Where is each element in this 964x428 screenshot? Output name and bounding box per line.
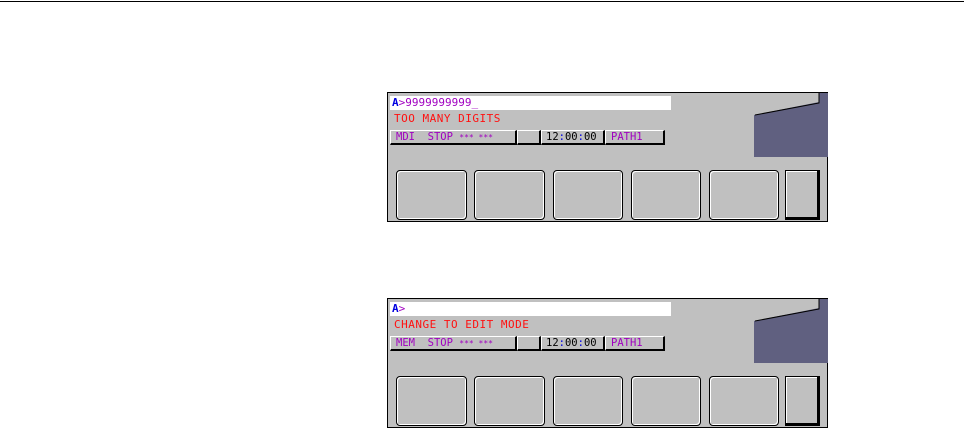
key-input-buffer[interactable]: A>9999999999_ [390, 96, 671, 110]
status-mode: MEM STOP *** *** [390, 336, 517, 351]
mode: MEM [396, 337, 415, 349]
status-blank [517, 336, 541, 351]
soft-key-5[interactable] [709, 170, 779, 220]
soft-key-4[interactable] [631, 170, 701, 220]
prompt: A [392, 96, 399, 109]
soft-key-3[interactable] [553, 170, 623, 220]
soft-key-1[interactable] [396, 376, 467, 426]
soft-key-4[interactable] [631, 376, 701, 426]
soft-key-next[interactable] [785, 170, 820, 220]
status-blank [517, 130, 541, 145]
soft-key-2[interactable] [474, 170, 545, 220]
prompt: A [392, 302, 399, 315]
status-path: PATH1 [605, 130, 665, 145]
state: STOP [427, 131, 453, 143]
input-value: >9999999999_ [398, 96, 479, 109]
dark-block [754, 299, 828, 363]
cnc-screen-2: A> CHANGE TO EDIT MODE MEM STOP *** *** … [387, 298, 828, 428]
soft-key-5[interactable] [709, 376, 779, 426]
warning-message: TOO MANY DIGITS [394, 112, 501, 125]
soft-key-2[interactable] [474, 376, 545, 426]
top-rule [0, 1, 964, 2]
soft-key-3[interactable] [553, 376, 623, 426]
input-value: > [398, 302, 406, 315]
warning-message: CHANGE TO EDIT MODE [394, 318, 530, 331]
status-clock: 12:00:00 [541, 130, 605, 145]
alarm: *** *** [459, 339, 493, 348]
mode: MDI [396, 131, 415, 143]
status-mode: MDI STOP *** *** [390, 130, 517, 145]
soft-key-1[interactable] [396, 170, 467, 220]
status-clock: 12:00:00 [541, 336, 605, 351]
key-input-buffer[interactable]: A> [390, 302, 671, 316]
state: STOP [427, 337, 453, 349]
soft-key-next[interactable] [785, 376, 820, 426]
alarm: *** *** [459, 133, 493, 142]
dark-block [754, 93, 828, 157]
cnc-screen-1: A>9999999999_ TOO MANY DIGITS MDI STOP *… [387, 92, 828, 222]
status-path: PATH1 [605, 336, 665, 351]
